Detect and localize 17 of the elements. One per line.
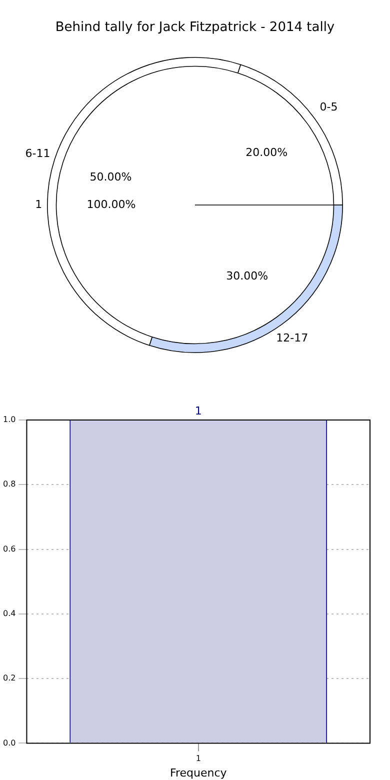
slice-label: 12-17 xyxy=(276,332,308,345)
data-label: 30.00% xyxy=(226,270,268,283)
y-tick-label: 0.2 xyxy=(2,674,16,683)
slice-label: 6-11 xyxy=(25,146,50,160)
y-tick-label: 0.8 xyxy=(2,480,16,489)
y-tick-label: 0.0 xyxy=(2,738,16,748)
chart-title: Behind tally for Jack Fitzpatrick - 2014 tally xyxy=(54,20,336,35)
x-axis-title: Frequency xyxy=(170,766,228,780)
slice-label: 1 xyxy=(35,198,42,211)
slice-label: 0-5 xyxy=(320,100,338,114)
data-label: 20.00% xyxy=(246,146,288,159)
y-tick-label: 1.0 xyxy=(2,415,16,424)
data-label: 100.00% xyxy=(86,198,136,211)
data-label: 1 xyxy=(194,404,202,418)
data-label: 50.00% xyxy=(90,170,132,184)
y-tick-label: 0.4 xyxy=(2,609,16,618)
y-tick-label: 0.6 xyxy=(2,544,16,554)
